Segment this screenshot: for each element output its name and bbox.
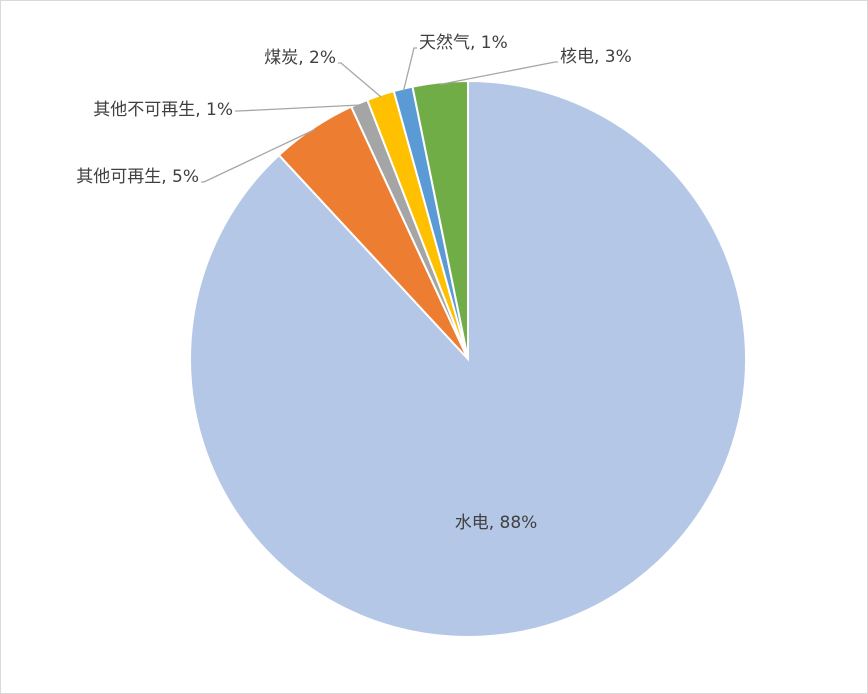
- leader-line-3: [338, 62, 382, 98]
- leader-line-5: [440, 61, 558, 86]
- data-label-0: 水电, 88%: [455, 513, 538, 533]
- pie-slices: [189, 79, 747, 638]
- data-label-4: 天然气, 1%: [419, 33, 508, 53]
- leader-line-4: [402, 47, 417, 91]
- leader-line-2: [235, 104, 361, 112]
- data-label-5: 核电, 3%: [560, 47, 632, 67]
- pie-slice-5: [411, 79, 469, 360]
- leader-line-1: [201, 129, 315, 183]
- data-label-2: 其他不可再生, 1%: [93, 100, 233, 120]
- data-labels: 水电, 88% 其他可再生, 5% 其他不可再生, 1% 煤炭, 2% 天然气, 1% 核…: [76, 33, 632, 533]
- data-label-3: 煤炭, 2%: [264, 48, 336, 68]
- data-label-1: 其他可再生, 5%: [76, 167, 199, 187]
- leader-lines: [201, 47, 558, 183]
